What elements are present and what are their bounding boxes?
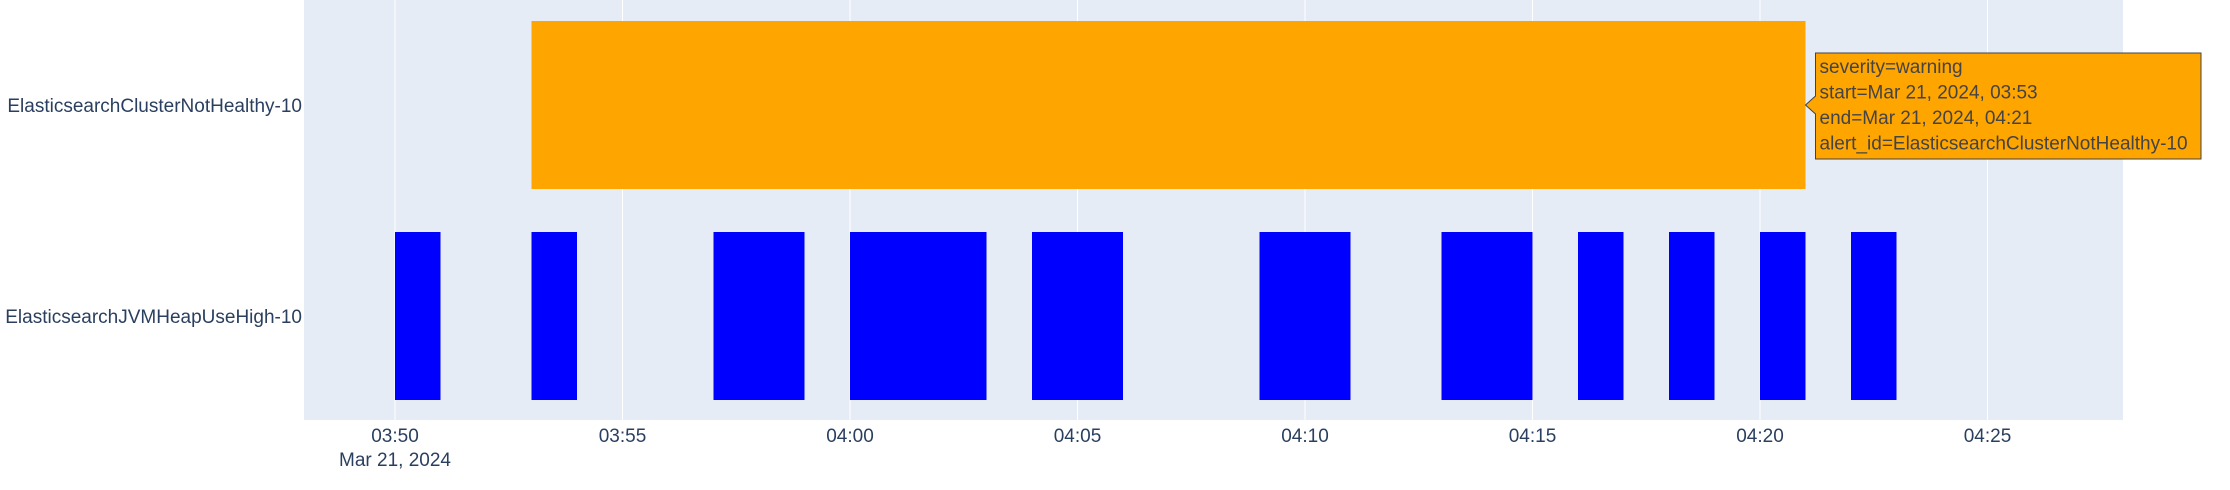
y-category-label: ElasticsearchClusterNotHealthy-10 [7,96,302,117]
heap-bar[interactable] [713,232,805,400]
heap-bar[interactable] [1578,232,1624,400]
heap-bar[interactable] [1259,232,1351,400]
warning-bar[interactable] [531,21,1806,189]
heap-bar[interactable] [1669,232,1715,400]
hover-line: severity=warning [1820,57,1963,78]
x-tick-label: 04:05 [1054,426,1102,447]
heap-bar[interactable] [395,232,441,400]
y-axis-labels: ElasticsearchClusterNotHealthy-10 Elastic… [5,96,302,328]
heap-bar[interactable] [531,232,578,400]
heap-bar[interactable] [1851,232,1897,400]
heap-bar[interactable] [850,232,987,400]
x-tick-label: 04:15 [1509,426,1557,447]
x-tick-label: 04:10 [1281,426,1329,447]
x-tick-label: 03:55 [599,426,647,447]
heap-bar[interactable] [1441,232,1533,400]
y-category-label: ElasticsearchJVMHeapUseHigh-10 [5,307,302,328]
bars [395,21,1897,400]
x-tick-label: 04:25 [1964,426,2012,447]
x-axis-labels: 03:50 03:55 04:00 04:05 04:10 04:15 04:20 04:25… [339,426,2011,471]
x-tick-label: 04:00 [826,426,874,447]
x-tick-label: 03:50 [371,426,419,447]
heap-bar[interactable] [1032,232,1123,400]
hover-line: end=Mar 21, 2024, 04:21 [1820,108,2033,129]
x-date-label: Mar 21, 2024 [339,450,451,471]
hover-tooltip: severity=warning start=Mar 21, 2024, 03:5… [1804,52,2202,160]
hover-line: alert_id=ElasticsearchClusterNotHealthy-… [1820,134,2188,155]
hover-line: start=Mar 21, 2024, 03:53 [1820,83,2038,104]
hover-box [1804,52,2202,160]
x-tick-label: 04:20 [1736,426,1784,447]
heap-bar[interactable] [1760,232,1806,400]
